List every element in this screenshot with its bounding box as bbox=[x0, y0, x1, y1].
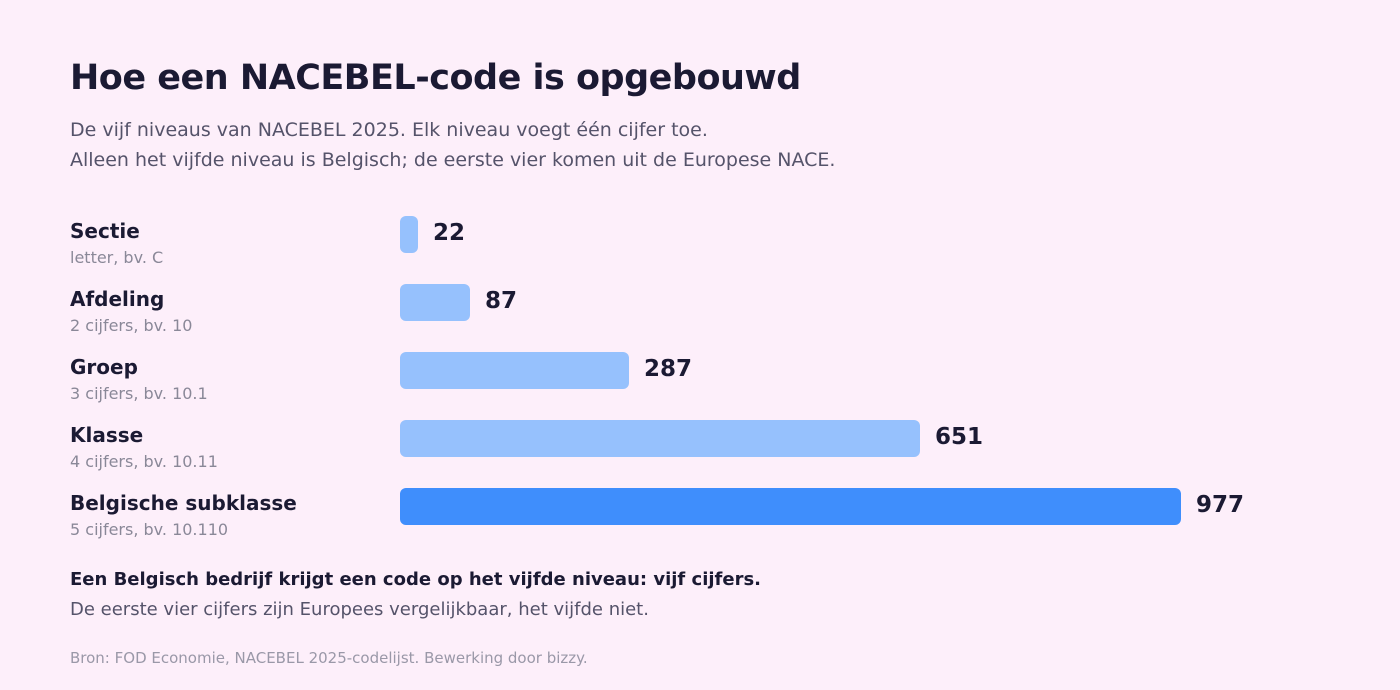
source-note: Bron: FOD Economie, NACEBEL 2025-codelij… bbox=[70, 649, 588, 667]
category-detail: 2 cijfers, bv. 10 bbox=[70, 316, 193, 335]
subtitle-line-1: De vijf niveaus van NACEBEL 2025. Elk ni… bbox=[70, 119, 708, 141]
bar bbox=[400, 216, 418, 253]
category-detail: 4 cijfers, bv. 10.11 bbox=[70, 452, 218, 471]
bar bbox=[400, 352, 629, 389]
note-bold: Een Belgisch bedrijf krijgt een code op … bbox=[70, 569, 762, 590]
category-label: Klasse bbox=[70, 423, 144, 447]
bar bbox=[400, 488, 1181, 525]
category-label: Groep bbox=[70, 355, 138, 379]
bar-value-label: 87 bbox=[485, 288, 518, 314]
bar-value-label: 22 bbox=[433, 220, 466, 246]
category-label: Belgische subklasse bbox=[70, 491, 297, 515]
subtitle-line-2: Alleen het vijfde niveau is Belgisch; de… bbox=[70, 149, 836, 171]
category-detail: 5 cijfers, bv. 10.110 bbox=[70, 520, 229, 539]
category-label: Sectie bbox=[70, 219, 140, 243]
bar-value-label: 651 bbox=[935, 424, 984, 450]
category-detail: letter, bv. C bbox=[70, 248, 164, 267]
bar bbox=[400, 420, 920, 457]
category-label: Afdeling bbox=[70, 287, 165, 311]
bar-value-label: 977 bbox=[1196, 492, 1245, 518]
note: De eerste vier cijfers zijn Europees ver… bbox=[70, 599, 649, 620]
bar-value-label: 287 bbox=[644, 356, 693, 382]
bar bbox=[400, 284, 470, 321]
page-title: Hoe een NACEBEL-code is opgebouwd bbox=[70, 58, 801, 98]
category-detail: 3 cijfers, bv. 10.1 bbox=[70, 384, 208, 403]
